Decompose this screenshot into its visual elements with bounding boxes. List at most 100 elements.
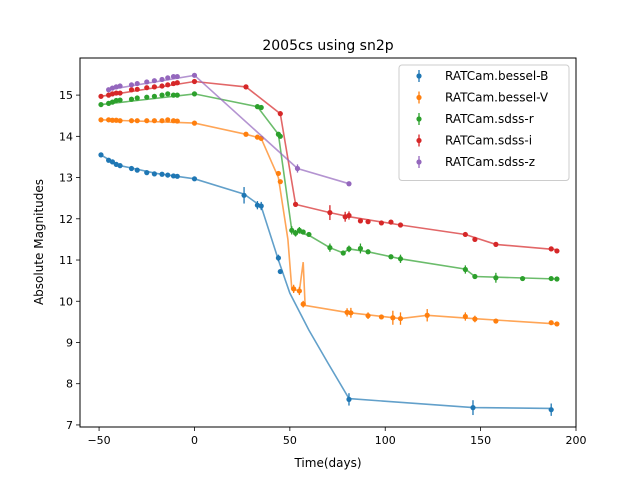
data-point [291,286,297,292]
y-tick-label: 15 [59,89,73,102]
data-point [258,104,264,111]
y-tick-label: 13 [59,172,73,185]
data-point [191,78,198,85]
data-point [357,218,364,224]
data-point [191,91,198,97]
data-point [113,117,119,123]
data-point [554,276,560,282]
data-point [275,255,281,261]
data-point [174,92,180,98]
data-point [165,82,171,88]
data-point [275,170,281,177]
data-point [144,85,150,91]
data-point [109,117,116,123]
data-point [191,176,198,182]
series-model-line [100,154,552,410]
chart-title: 2005cs using sn2p [262,38,393,54]
data-point [159,76,165,83]
data-point [117,118,123,124]
y-axis-label: Absolute Magnitudes [32,179,46,305]
legend-label: RATCam.bessel-V [445,91,549,105]
data-point [277,111,283,117]
data-point [292,230,299,236]
legend: RATCam.bessel-B RATCam.bessel-V RATCam.sds… [398,64,570,181]
data-point [424,312,430,318]
data-point [277,268,283,275]
data-point [388,219,394,225]
data-point [294,165,301,172]
legend-label: RATCam.sdss-z [445,155,535,169]
data-point [300,229,306,235]
data-point [397,256,404,262]
plot-area [98,72,560,416]
series-model-line [100,93,557,280]
y-axis: 7 8 9 10 11 12 13 14 15 [59,89,80,432]
data-point [98,93,104,99]
data-point [165,117,171,123]
series-3 [98,78,560,254]
data-point [174,118,180,124]
data-point [134,118,140,124]
data-point [548,246,554,252]
data-point [327,210,333,216]
data-point [390,315,396,321]
data-point [397,315,404,322]
data-point [346,181,352,187]
data-point [397,222,404,228]
data-point [151,78,157,84]
data-point [462,266,468,273]
data-point [151,171,157,177]
data-point [340,250,346,256]
data-point [117,163,123,169]
data-point [346,212,352,219]
data-point [300,301,306,307]
legend-marker [416,137,422,144]
legend-label: RATCam.sdss-i [445,134,532,148]
y-tick-label: 10 [59,295,73,308]
data-point [493,318,499,324]
series-1 [98,117,560,327]
data-point [134,167,140,173]
legend-marker [416,73,422,79]
x-tick-label: −50 [87,434,110,447]
data-point [472,273,478,280]
data-point [174,73,180,80]
y-tick-label: 12 [59,213,73,226]
data-point [144,94,150,100]
legend-box [398,64,570,181]
data-point [174,173,180,179]
data-point [378,220,385,226]
data-point [493,241,499,247]
series-4 [106,72,352,187]
data-point [117,83,123,89]
data-point [170,92,177,98]
x-tick-label: 0 [191,434,198,447]
data-point [109,159,116,165]
data-point [113,97,119,104]
data-point [98,117,104,123]
data-point [346,246,352,252]
data-point [289,227,295,233]
y-tick-label: 14 [59,130,73,143]
data-point [346,396,352,402]
data-point [472,236,478,243]
data-point [462,313,468,320]
data-point [365,313,371,319]
data-point [327,245,333,251]
data-point [159,118,165,124]
data-point [493,275,499,281]
data-point [365,249,371,255]
data-point [113,90,119,96]
data-point [554,248,560,254]
data-point [170,73,177,80]
data-point [117,90,123,96]
data-point [170,118,177,124]
data-point [292,201,299,207]
data-point [554,321,560,327]
data-point [128,82,135,88]
x-axis-label: Time(days) [293,456,361,470]
data-point [462,231,468,238]
data-point [548,407,554,413]
series-model-line [108,74,350,185]
data-point [519,275,526,282]
